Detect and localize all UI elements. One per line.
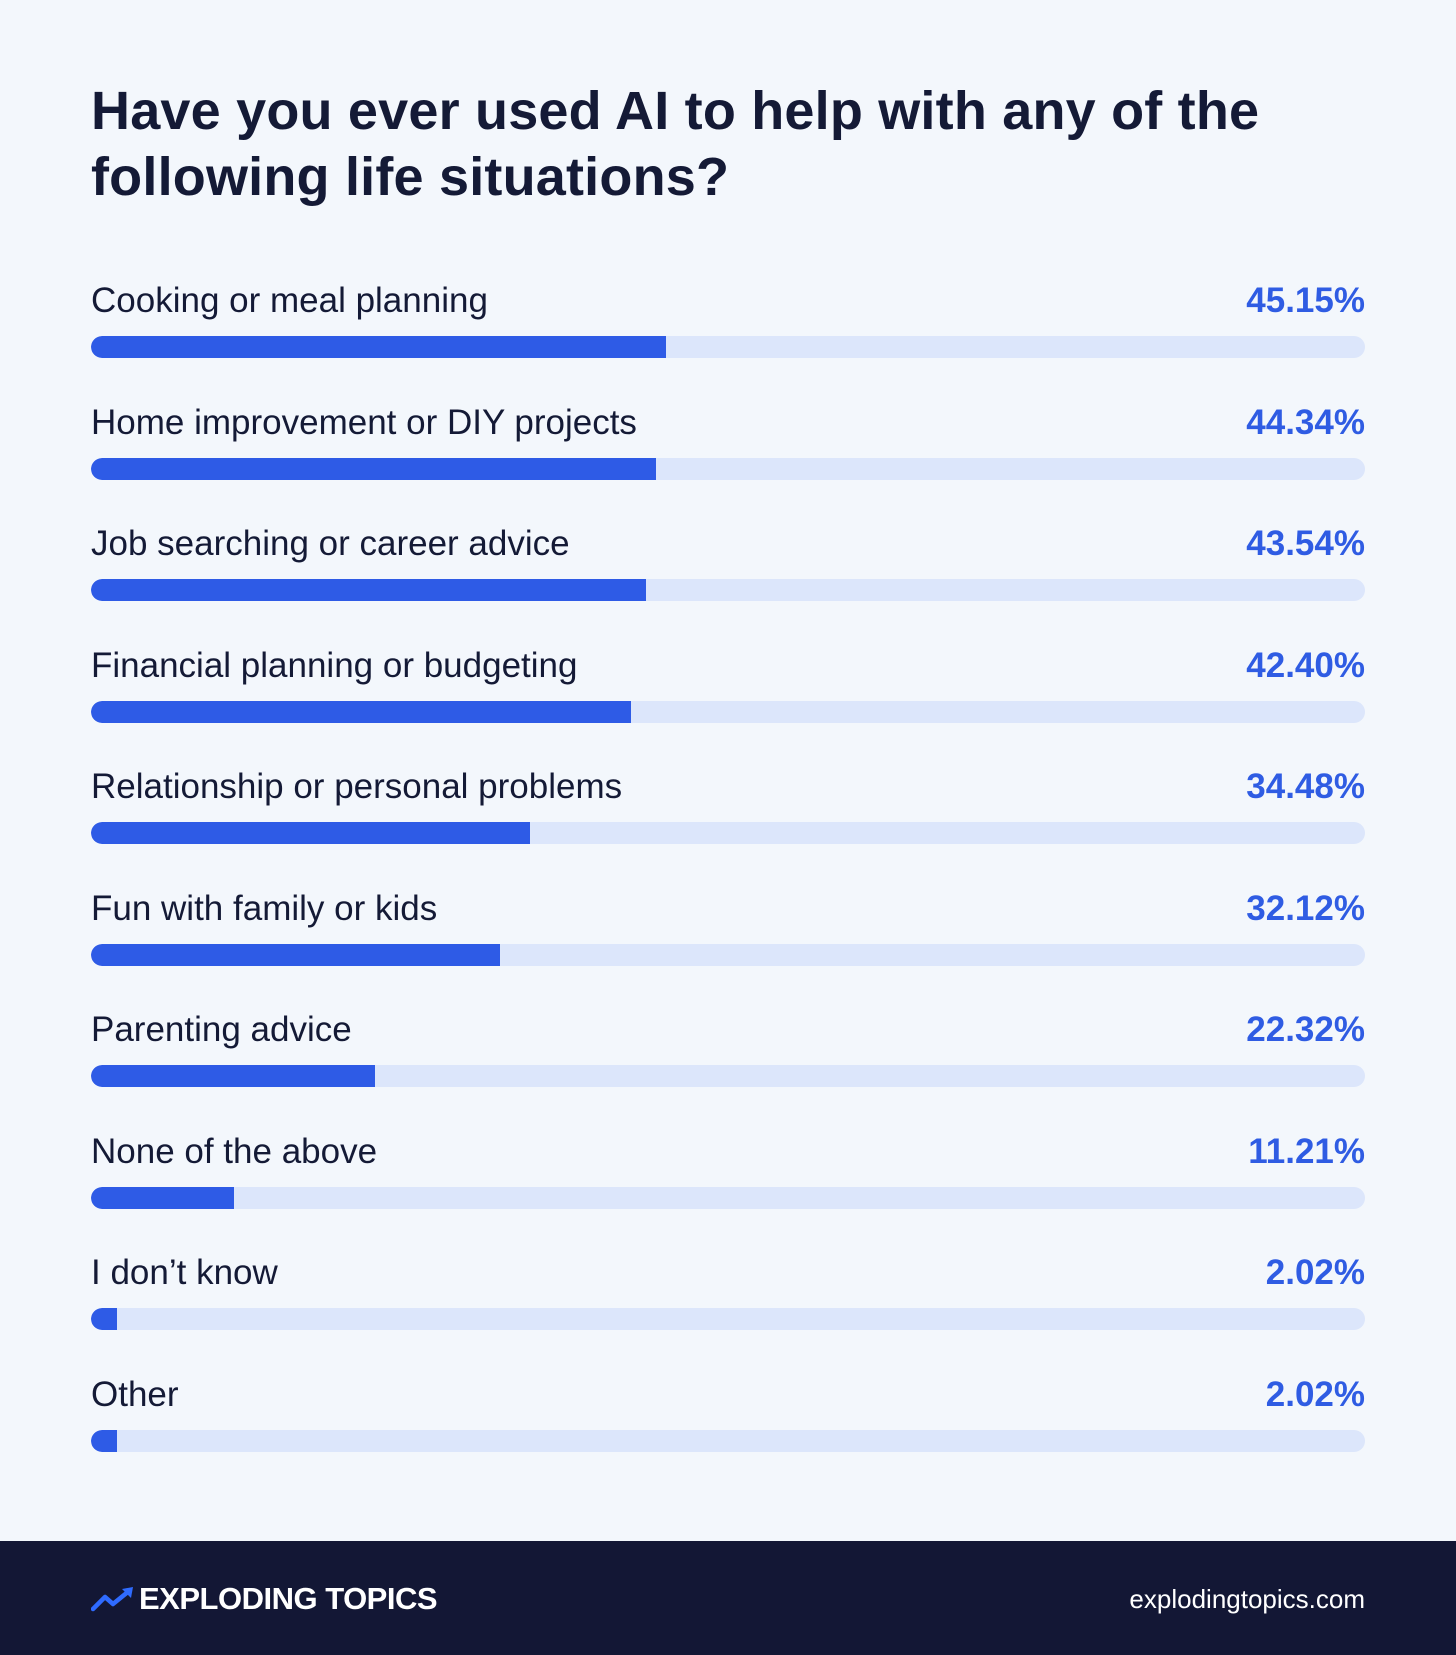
bar xyxy=(91,822,530,844)
bar-track xyxy=(91,943,1365,966)
bar xyxy=(91,1308,117,1330)
data-label: 45.15% xyxy=(1246,281,1365,320)
bar-row-header: Financial planning or budgeting 42.40% xyxy=(91,635,1365,697)
category-label: Fun with family or kids xyxy=(91,888,438,928)
bar-track xyxy=(91,579,1365,601)
category-label: Relationship or personal problems xyxy=(91,767,623,806)
bar xyxy=(91,700,631,723)
bar-track xyxy=(91,1186,1365,1209)
data-label: 2.02% xyxy=(1265,1374,1365,1414)
bar-row-header: Home improvement or DIY projects 44.34% xyxy=(91,392,1365,454)
data-label: 2.02% xyxy=(1265,1253,1365,1292)
website-link[interactable]: explodingtopics.com xyxy=(1129,1584,1365,1614)
category-label: Parenting advice xyxy=(91,1010,352,1049)
bar-row: Other 2.02% xyxy=(91,1364,1365,1486)
category-label: Financial planning or budgeting xyxy=(91,645,578,685)
category-label: I don’t know xyxy=(91,1253,278,1292)
category-label: Home improvement or DIY projects xyxy=(91,402,637,442)
category-label: Other xyxy=(91,1374,179,1414)
bar xyxy=(91,1429,117,1452)
bar xyxy=(91,1065,375,1087)
bar-row-header: Fun with family or kids 32.12% xyxy=(91,878,1365,940)
trend-arrow-icon xyxy=(91,1587,133,1612)
bar-track xyxy=(91,1308,1365,1330)
brand-name: EXPLODING TOPICS xyxy=(139,1581,438,1616)
data-label: 22.32% xyxy=(1246,1010,1365,1049)
bar-row: Fun with family or kids 32.12% xyxy=(91,878,1365,1000)
data-label: 34.48% xyxy=(1246,767,1365,806)
bar xyxy=(91,457,656,480)
data-label: 42.40% xyxy=(1246,645,1365,685)
bar-track xyxy=(91,336,1365,358)
bar-row-header: Job searching or career advice 43.54% xyxy=(91,513,1365,575)
bar-row-header: None of the above 11.21% xyxy=(91,1121,1365,1183)
brand-logo[interactable]: EXPLODING TOPICS xyxy=(91,1579,438,1619)
bar xyxy=(91,336,666,358)
data-label: 32.12% xyxy=(1246,888,1365,928)
bar-row-header: Relationship or personal problems 34.48% xyxy=(91,756,1365,818)
chart-title: Have you ever used AI to help with any o… xyxy=(91,81,1260,207)
bar-row-header: Parenting advice 22.32% xyxy=(91,999,1365,1061)
bar-chart: Cooking or meal planning 45.15% Home impro… xyxy=(91,270,1365,1485)
footer: EXPLODING TOPICS explodingtopics.com xyxy=(0,1541,1456,1655)
bar-track xyxy=(91,1429,1365,1452)
bar-row: Relationship or personal problems 34.48% xyxy=(91,756,1365,878)
bar-row-header: I don’t know 2.02% xyxy=(91,1242,1365,1304)
bar xyxy=(91,1186,234,1209)
bar-track xyxy=(91,822,1365,844)
bar-row: None of the above 11.21% xyxy=(91,1121,1365,1243)
category-label: Cooking or meal planning xyxy=(91,281,488,320)
data-label: 44.34% xyxy=(1246,402,1365,442)
bar-row: Cooking or meal planning 45.15% xyxy=(91,270,1365,392)
data-label: 11.21% xyxy=(1248,1131,1365,1171)
bar-row: I don’t know 2.02% xyxy=(91,1242,1365,1364)
bar-row-header: Cooking or meal planning 45.15% xyxy=(91,270,1365,332)
bar-row: Financial planning or budgeting 42.40% xyxy=(91,635,1365,757)
category-label: Job searching or career advice xyxy=(91,524,570,563)
data-label: 43.54% xyxy=(1246,524,1365,563)
bar-row-header: Other 2.02% xyxy=(91,1364,1365,1426)
bar-row: Job searching or career advice 43.54% xyxy=(91,513,1365,635)
bar-row: Home improvement or DIY projects 44.34% xyxy=(91,392,1365,514)
bar-track xyxy=(91,700,1365,723)
bar xyxy=(91,943,500,966)
category-label: None of the above xyxy=(91,1131,378,1171)
bar-track xyxy=(91,1065,1365,1087)
bar-track xyxy=(91,457,1365,480)
bar-row: Parenting advice 22.32% xyxy=(91,999,1365,1121)
bar xyxy=(91,579,646,601)
